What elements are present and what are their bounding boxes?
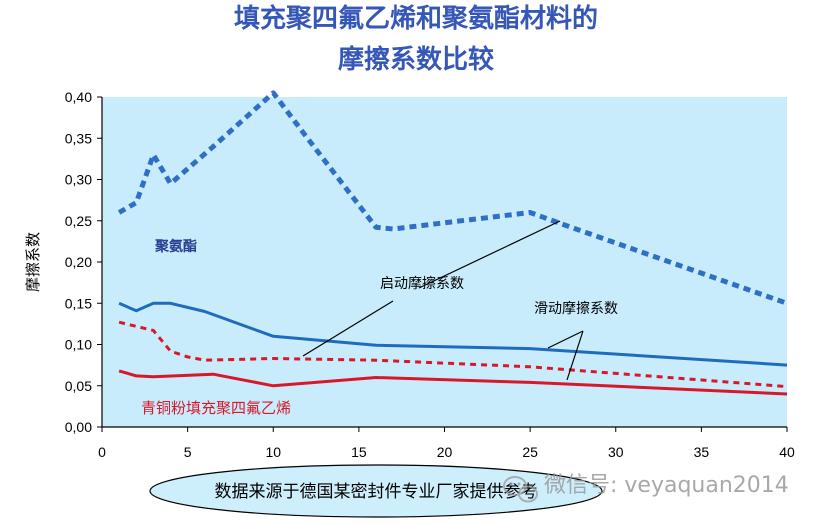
- x-tick-label: 5: [184, 444, 192, 460]
- annotation-polyurethane: 聚氨酯: [154, 238, 197, 255]
- y-tick-label: 0,05: [65, 378, 92, 394]
- x-tick-label: 0: [98, 444, 106, 460]
- plot-area: [102, 97, 787, 427]
- y-tick-label: 0,10: [65, 337, 92, 353]
- pointer-slide-to-red: [566, 330, 584, 381]
- x-tick-label: 20: [437, 444, 453, 460]
- y-tick-label: 0,20: [65, 254, 92, 270]
- annotation-sliding-friction: 滑动摩擦系数: [534, 300, 618, 317]
- source-note: 数据来源于德国某密封件专业厂家提供参考: [215, 482, 538, 502]
- y-tick-label: 0,25: [65, 213, 92, 229]
- series-line-2: [118, 301, 788, 367]
- series-line-3: [118, 320, 788, 389]
- wechat-watermark: 微信号: veyaquan2014: [503, 473, 789, 503]
- y-tick-label: 0,30: [65, 172, 92, 188]
- x-tick-label: 15: [351, 444, 367, 460]
- wechat-icon: [503, 476, 538, 503]
- y-tick-label: 0,00: [65, 419, 92, 435]
- annotation-bronze-ptfe: 青铜粉填充聚四氟乙烯: [141, 399, 291, 417]
- y-tick-label: 0,15: [65, 295, 92, 311]
- x-tick-label: 35: [694, 444, 710, 460]
- pointer-start-to-red: [302, 300, 394, 357]
- watermark-text: 微信号: veyaquan2014: [544, 473, 789, 498]
- pointer-slide-to-blue: [547, 330, 584, 349]
- chart-title-line2: 摩擦系数比较: [338, 44, 494, 75]
- y-axis-label: 摩擦系数: [24, 232, 42, 292]
- series-line-4: [118, 369, 788, 396]
- y-tick-label: 0,40: [65, 89, 92, 105]
- y-tick-label: 0,35: [65, 130, 92, 146]
- x-tick-label: 40: [779, 444, 795, 460]
- x-tick-label: 25: [522, 444, 538, 460]
- pointer-start-to-blue: [418, 220, 561, 289]
- chart-title-line1: 填充聚四氟乙烯和聚氨酯材料的: [234, 3, 598, 34]
- series-line-1: [117, 90, 788, 306]
- x-tick-label: 10: [265, 444, 281, 460]
- annotation-start-friction: 启动摩擦系数: [380, 275, 464, 292]
- x-tick-label: 30: [608, 444, 624, 460]
- source-note-ellipse: [149, 464, 603, 518]
